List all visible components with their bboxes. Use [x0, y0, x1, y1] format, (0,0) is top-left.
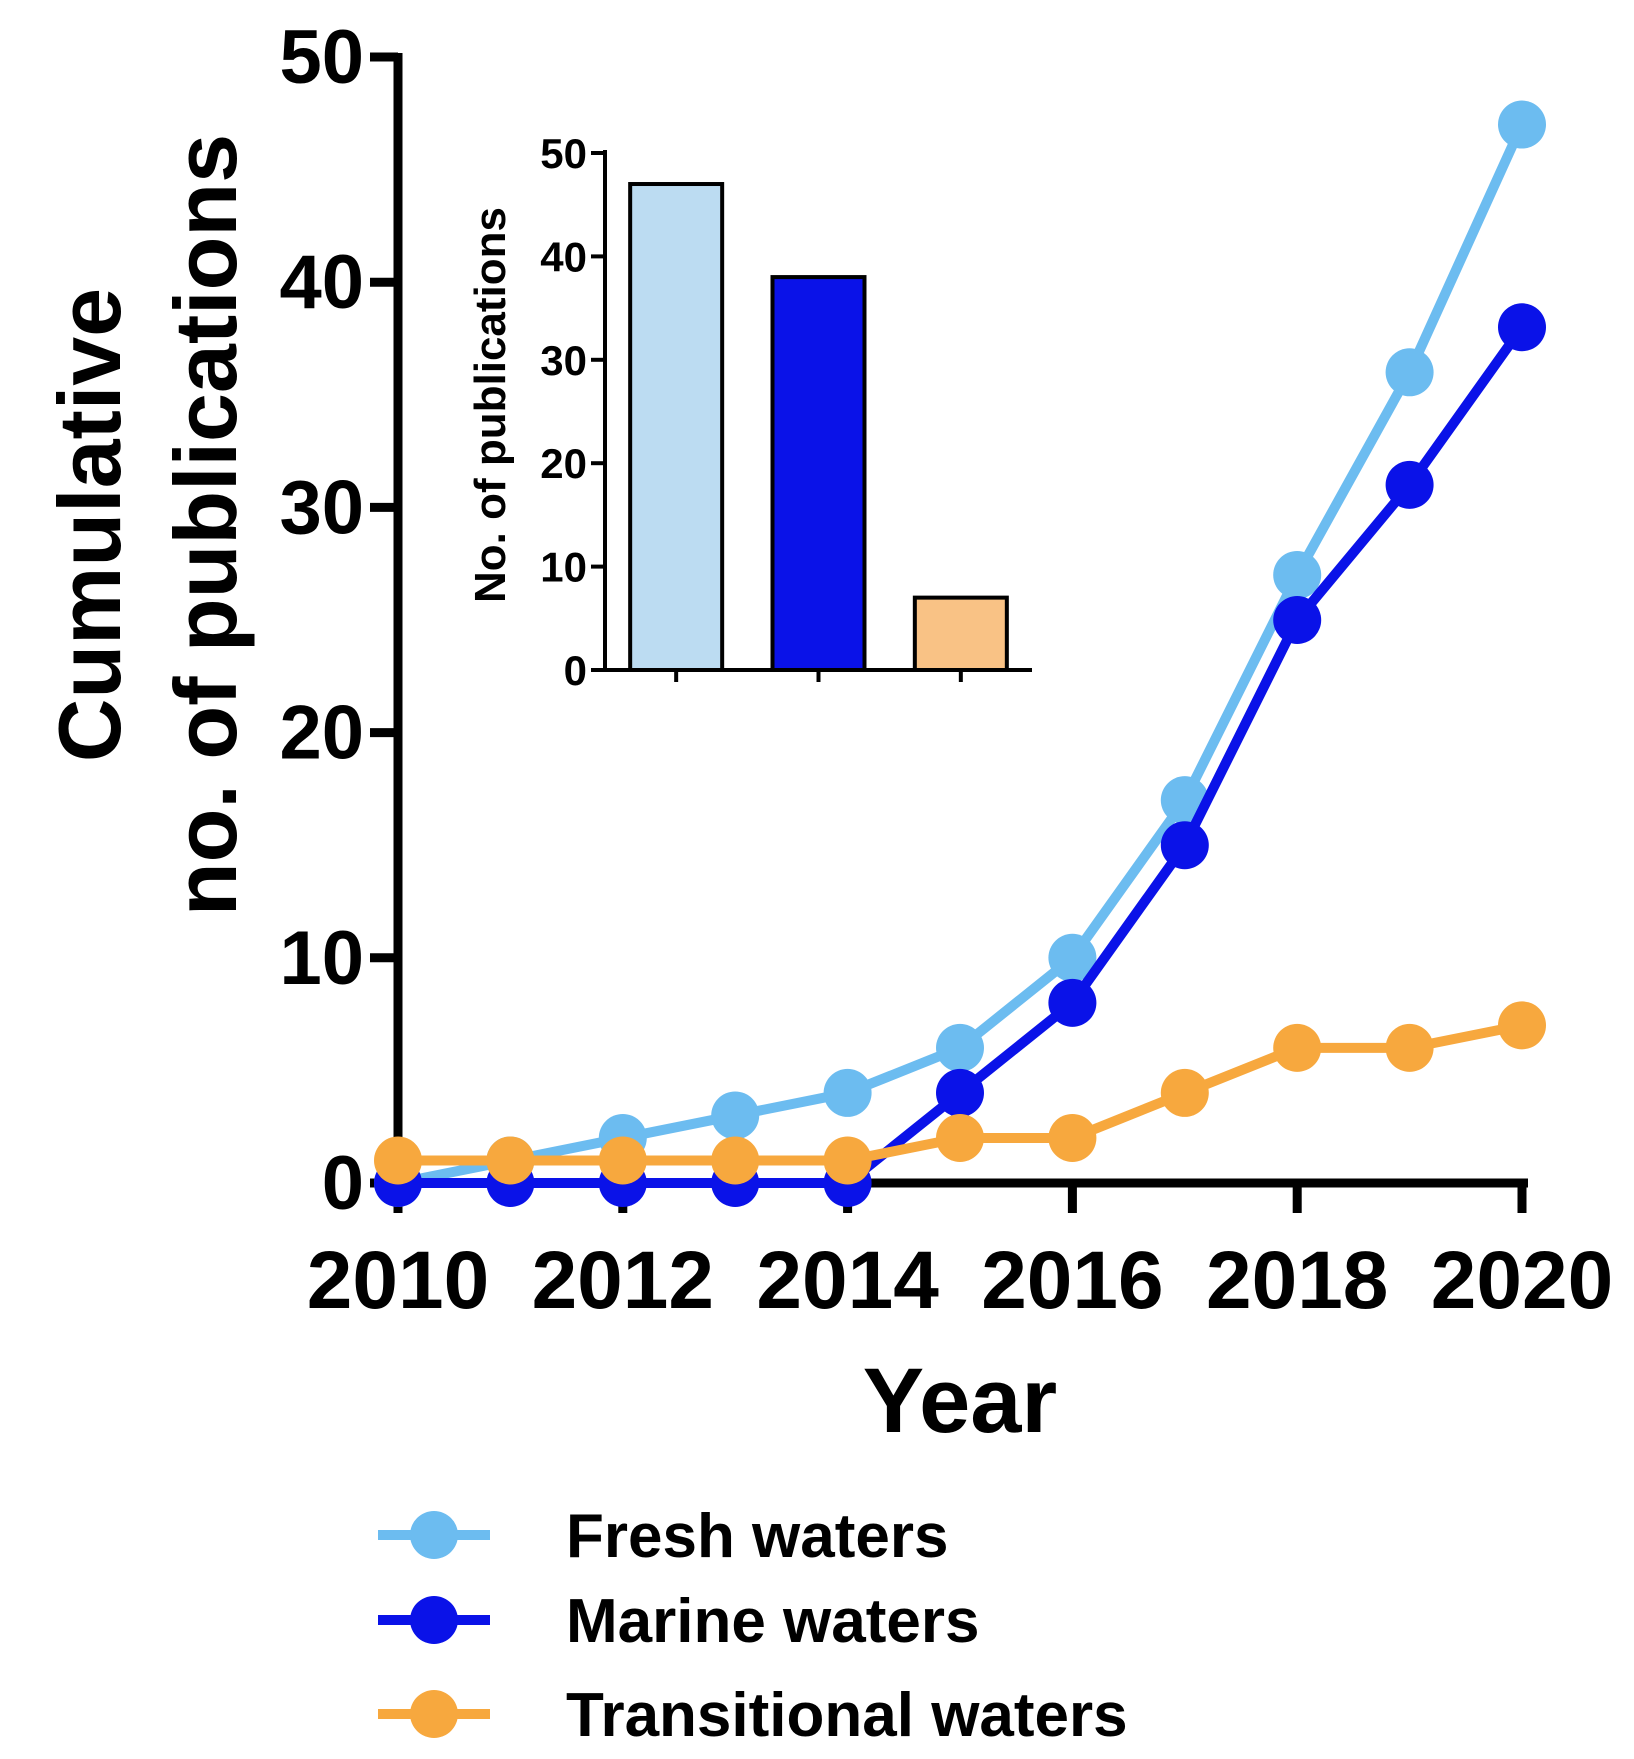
x-tick-label: 2016	[981, 1235, 1163, 1326]
inset-bar-marine-waters	[770, 275, 867, 672]
y-tick-label: 0	[322, 1141, 364, 1226]
y-tick-label: 50	[279, 15, 364, 100]
inset-y-tick-label: 0	[564, 647, 587, 694]
data-point-marine-waters	[1273, 596, 1322, 644]
inset-y-axis-title: No. of publications	[466, 207, 515, 603]
y-axis-title-line: no. of publications	[156, 134, 255, 916]
data-point-transitional-waters	[711, 1136, 760, 1185]
data-point-marine-waters	[1498, 303, 1546, 352]
legend-label: Fresh waters	[566, 1502, 949, 1571]
legend-label: Marine waters	[566, 1587, 980, 1656]
data-point-fresh-waters	[1385, 348, 1434, 397]
x-tick-label: 2018	[1206, 1235, 1388, 1326]
inset-bar-fresh-waters	[628, 182, 725, 673]
data-point-marine-waters	[1385, 460, 1434, 509]
y-axis-title-line: Cumulative	[40, 288, 139, 762]
data-point-marine-waters	[1160, 821, 1209, 870]
legend: Fresh waters Marine waters Transitional wa…	[378, 1502, 1128, 1750]
data-point-transitional-waters	[1273, 1023, 1322, 1072]
inset-y-tick-label: 20	[540, 440, 587, 487]
main-series-lines	[374, 100, 1546, 1207]
inset-y-tick-label: 40	[540, 233, 587, 280]
data-point-fresh-waters	[936, 1023, 984, 1072]
x-axis-title: Year	[863, 1350, 1057, 1452]
data-point-transitional-waters	[936, 1113, 984, 1162]
inset-y-tick-label: 10	[540, 544, 587, 591]
y-tick-label: 40	[279, 240, 364, 325]
data-point-fresh-waters	[711, 1091, 760, 1140]
legend-item-marine-waters: Marine waters	[378, 1587, 980, 1656]
data-point-fresh-waters	[1273, 550, 1322, 599]
x-tick-label: 2012	[532, 1235, 714, 1326]
data-point-transitional-waters	[1160, 1068, 1209, 1117]
legend-marker	[410, 1596, 458, 1644]
data-point-transitional-waters	[486, 1136, 535, 1185]
data-point-transitional-waters	[1385, 1023, 1434, 1072]
y-tick-label: 30	[279, 465, 364, 550]
legend-marker	[410, 1690, 458, 1738]
inset-bar-chart: 0 10 20 30 40 50 No. of publications	[466, 130, 1032, 694]
legend-item-transitional-waters: Transitional waters	[378, 1681, 1128, 1750]
data-point-marine-waters	[936, 1068, 984, 1117]
data-point-transitional-waters	[1498, 1001, 1546, 1050]
data-point-marine-waters	[1048, 978, 1097, 1027]
data-point-transitional-waters	[1048, 1113, 1097, 1162]
data-point-fresh-waters	[1048, 933, 1097, 982]
y-tick-label: 10	[279, 916, 364, 1001]
y-axis-title: Cumulative no. of publications	[40, 134, 255, 916]
x-tick-label: 2014	[756, 1235, 939, 1326]
data-point-transitional-waters	[374, 1136, 422, 1185]
x-tick-label: 2020	[1431, 1235, 1613, 1326]
data-point-transitional-waters	[823, 1136, 872, 1185]
x-tick-label: 2010	[307, 1235, 489, 1326]
data-point-fresh-waters	[823, 1068, 872, 1117]
data-point-transitional-waters	[598, 1136, 647, 1185]
legend-marker	[410, 1511, 458, 1559]
series-transitional-waters	[374, 1001, 1546, 1185]
data-point-fresh-waters	[1498, 100, 1546, 149]
y-tick-label: 20	[279, 691, 364, 776]
inset-y-tick-label: 30	[540, 337, 587, 384]
inset-bar-transitional-waters	[912, 595, 1009, 672]
legend-item-fresh-waters: Fresh waters	[378, 1502, 949, 1571]
legend-label: Transitional waters	[566, 1681, 1128, 1750]
inset-y-tick-label: 50	[540, 130, 587, 177]
